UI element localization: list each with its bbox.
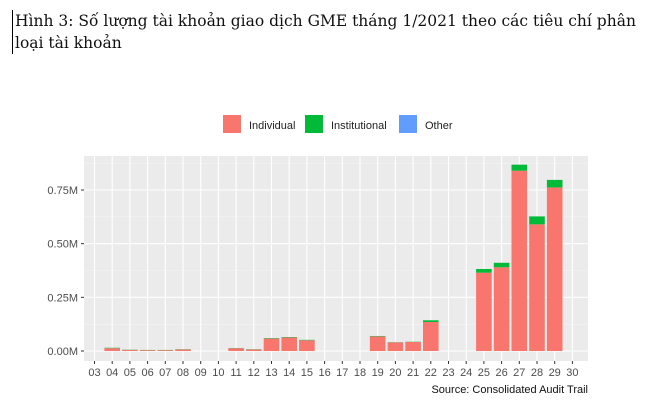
legend-label-other: Other [425,120,453,132]
bar-individual-04 [104,348,120,351]
x-tick-label: 05 [124,367,136,379]
y-tick-label: 0.50M [47,239,78,251]
bar-institutional-28 [529,216,545,225]
x-tick-label: 06 [141,367,153,379]
x-tick-label: 14 [283,367,295,379]
x-tick-label: 26 [495,367,507,379]
x-tick-label: 25 [478,367,490,379]
x-tick-label: 27 [513,367,525,379]
bar-individual-27 [511,170,528,351]
y-tick-label: 0.75M [47,185,78,197]
bar-institutional-29 [546,179,563,188]
legend-key-individual [223,115,241,133]
x-tick-label: 13 [265,367,277,379]
x-tick-label: 22 [425,367,437,379]
x-tick-label: 12 [248,367,260,379]
bar-individual-11 [228,348,244,351]
bar-individual-26 [493,267,510,351]
x-tick-label: 03 [88,367,100,379]
source-note: Source: Consolidated Audit Trail [431,384,588,396]
x-tick-label: 11 [230,367,241,379]
bar-individual-29 [546,187,563,351]
bar-individual-22 [423,322,439,351]
x-tick-label: 08 [177,367,189,379]
x-tick-label: 21 [407,367,419,379]
y-tick-label: 0.25M [47,292,78,304]
x-tick-label: 17 [336,367,348,379]
x-tick-label: 10 [212,367,224,379]
bar-individual-06 [139,350,156,351]
legend-key-other [399,115,417,133]
legend-key-institutional [305,115,323,133]
bar-institutional-27 [511,164,528,171]
bar-individual-08 [175,349,191,351]
bar-institutional-26 [493,262,510,268]
bar-individual-12 [246,349,262,351]
bar-individual-21 [405,341,421,351]
legend-label-individual: Individual [249,120,295,132]
bar-individual-13 [263,338,280,351]
bar-individual-15 [299,340,315,351]
bar-individual-07 [157,350,174,351]
x-tick-label: 28 [531,367,543,379]
x-tick-label: 30 [566,367,578,379]
x-tick-label: 23 [442,367,454,379]
bar-individual-20 [387,342,404,351]
bar-institutional-22 [423,320,439,323]
x-tick-label: 19 [372,367,384,379]
x-tick-label: 18 [354,367,366,379]
x-tick-label: 15 [301,367,313,379]
x-tick-label: 09 [195,367,207,379]
figure-caption: Hình 3: Số lượng tài khoản giao dịch GME… [12,10,649,54]
bar-individual-28 [529,224,545,351]
x-tick-label: 29 [549,367,561,379]
bar-individual-05 [122,349,138,351]
x-tick-label: 24 [460,367,472,379]
x-tick-label: 04 [106,367,118,379]
x-tick-label: 16 [318,367,330,379]
bar-individual-19 [369,336,386,351]
bar-individual-25 [476,272,492,351]
x-tick-label: 07 [159,367,171,379]
legend-label-institutional: Institutional [331,120,387,132]
bar-institutional-25 [476,268,492,273]
y-tick-label: 0.00M [47,346,78,358]
x-tick-label: 20 [389,367,401,379]
bar-individual-14 [281,337,297,351]
